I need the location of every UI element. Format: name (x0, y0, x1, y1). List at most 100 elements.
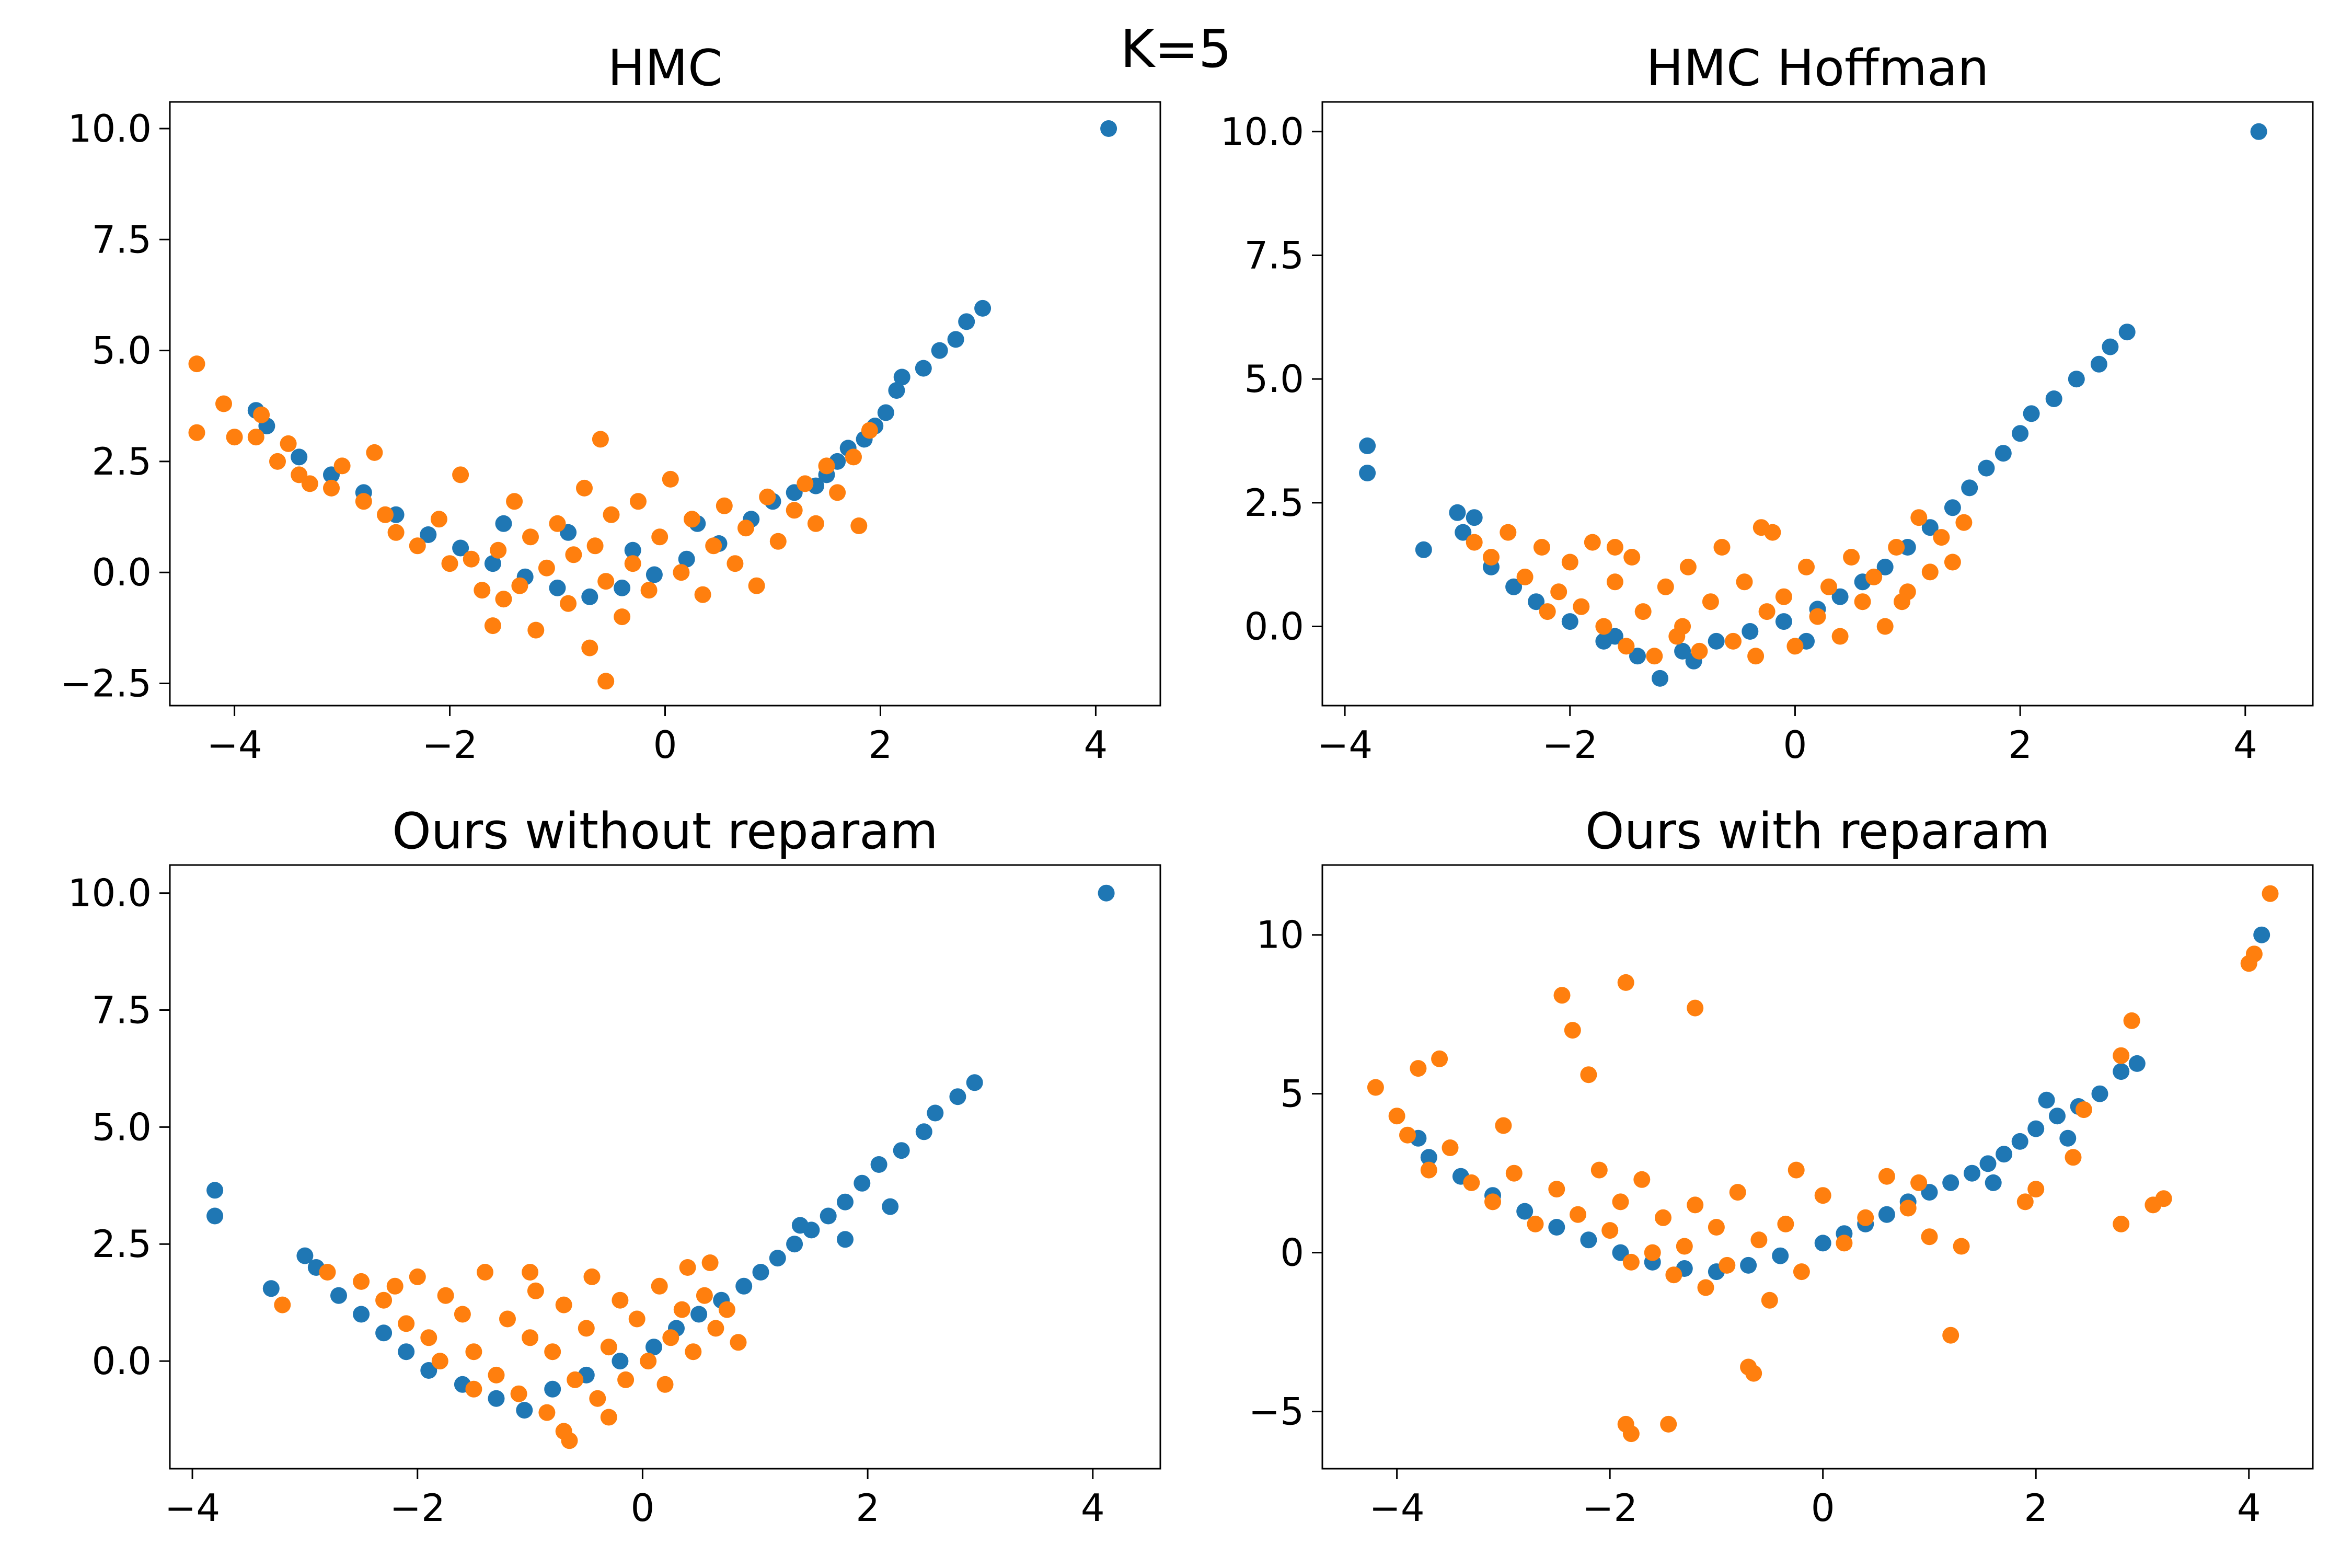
data-point (2113, 1215, 2130, 1232)
data-point (1420, 1161, 1437, 1179)
data-point (319, 1264, 336, 1281)
data-point (1442, 1139, 1459, 1156)
y-tick-label: 10.0 (1220, 110, 1304, 154)
data-point (1516, 568, 1534, 585)
data-point (581, 639, 598, 656)
data-point (791, 1217, 809, 1234)
data-point (1687, 1196, 1704, 1214)
data-point (1561, 554, 1578, 571)
data-point (1601, 1222, 1619, 1239)
data-point (1921, 563, 1939, 581)
data-point (1831, 628, 1849, 645)
data-point (1961, 479, 1978, 497)
data-point (662, 1329, 679, 1346)
series-1 (206, 884, 1115, 1419)
data-point (1561, 613, 1578, 630)
data-point (353, 1273, 370, 1290)
data-point (1857, 1209, 1874, 1226)
data-point (1878, 1168, 1895, 1185)
data-point (947, 331, 964, 348)
data-point (555, 1423, 572, 1440)
data-point (1985, 1174, 2002, 1191)
data-point (567, 1371, 584, 1388)
data-point (1606, 628, 1623, 645)
data-point (1921, 1184, 1938, 1201)
data-point (1495, 1117, 1512, 1134)
data-point (769, 533, 787, 550)
data-point (280, 435, 297, 452)
data-point (1719, 1256, 1736, 1274)
data-point (850, 517, 868, 534)
data-point (452, 466, 469, 483)
subplot-title: HMC (608, 40, 723, 97)
data-point (752, 1264, 769, 1281)
data-point (409, 1268, 426, 1285)
y-tick-label: −5 (1249, 1390, 1304, 1434)
data-point (1629, 648, 1646, 665)
data-point (1573, 598, 1590, 615)
data-point (1584, 534, 1601, 551)
data-point (612, 1292, 629, 1309)
data-point (730, 1334, 747, 1351)
data-point (1775, 588, 1792, 605)
data-point (490, 541, 507, 559)
data-point (1996, 1146, 2013, 1163)
x-tick-label: 4 (2233, 723, 2257, 767)
data-point (1955, 514, 1973, 531)
axes-frame (169, 864, 1161, 1470)
data-point (247, 429, 264, 446)
data-point (716, 497, 733, 514)
data-point (2240, 955, 2257, 972)
y-tick-label: 7.5 (1244, 233, 1304, 277)
data-point (488, 1390, 505, 1407)
data-point (581, 588, 598, 605)
data-point (262, 1280, 280, 1297)
data-point (1618, 638, 1635, 655)
data-point (1836, 1235, 1853, 1252)
axes-frame (169, 101, 1161, 707)
data-point (1550, 583, 1567, 601)
data-point (1420, 1149, 1437, 1166)
data-point (645, 566, 663, 583)
data-point (1978, 459, 1995, 477)
subplot-title: HMC Hoffman (1646, 40, 1989, 97)
subplot-title: Ours with reparam (1585, 803, 2050, 860)
data-point (578, 1320, 595, 1337)
subplot-hmc: HMC −4 −2 0 2 4 −2.5 0.0 2.5 5.0 7.5 10.0 (60, 40, 1161, 767)
data-point (576, 479, 593, 497)
x-tick-label: 0 (631, 1486, 655, 1530)
y-tick-label: 5 (1280, 1072, 1304, 1116)
data-point (1775, 613, 1792, 630)
series-2 (188, 355, 878, 690)
data-point (1910, 509, 1928, 526)
data-point (1622, 1253, 1640, 1271)
data-point (1660, 1415, 1677, 1433)
data-point (1500, 524, 1517, 541)
data-point (694, 586, 711, 603)
data-point (1878, 1206, 1895, 1223)
points-layer (1367, 885, 2279, 1443)
data-point (1359, 437, 1376, 454)
data-point (387, 524, 405, 541)
data-point (1750, 1231, 1768, 1249)
data-point (1979, 1155, 1997, 1172)
data-point (1644, 1244, 1661, 1261)
data-point (1612, 1193, 1629, 1210)
series-2 (274, 1254, 747, 1449)
data-point (1876, 558, 1894, 575)
data-point (474, 582, 491, 599)
data-point (877, 404, 894, 421)
data-point (1399, 1126, 1416, 1144)
data-point (1617, 974, 1634, 991)
data-point (1431, 1050, 1448, 1067)
data-point (1772, 1247, 1789, 1264)
data-point (527, 621, 545, 639)
data-point (684, 511, 700, 528)
data-point (1483, 549, 1500, 566)
data-point (1942, 1174, 1959, 1191)
data-point (690, 1306, 708, 1323)
data-point (2250, 123, 2267, 140)
data-point (2027, 1120, 2045, 1137)
subplot-title: Ours without reparam (392, 803, 938, 860)
data-point (1655, 1209, 1671, 1226)
